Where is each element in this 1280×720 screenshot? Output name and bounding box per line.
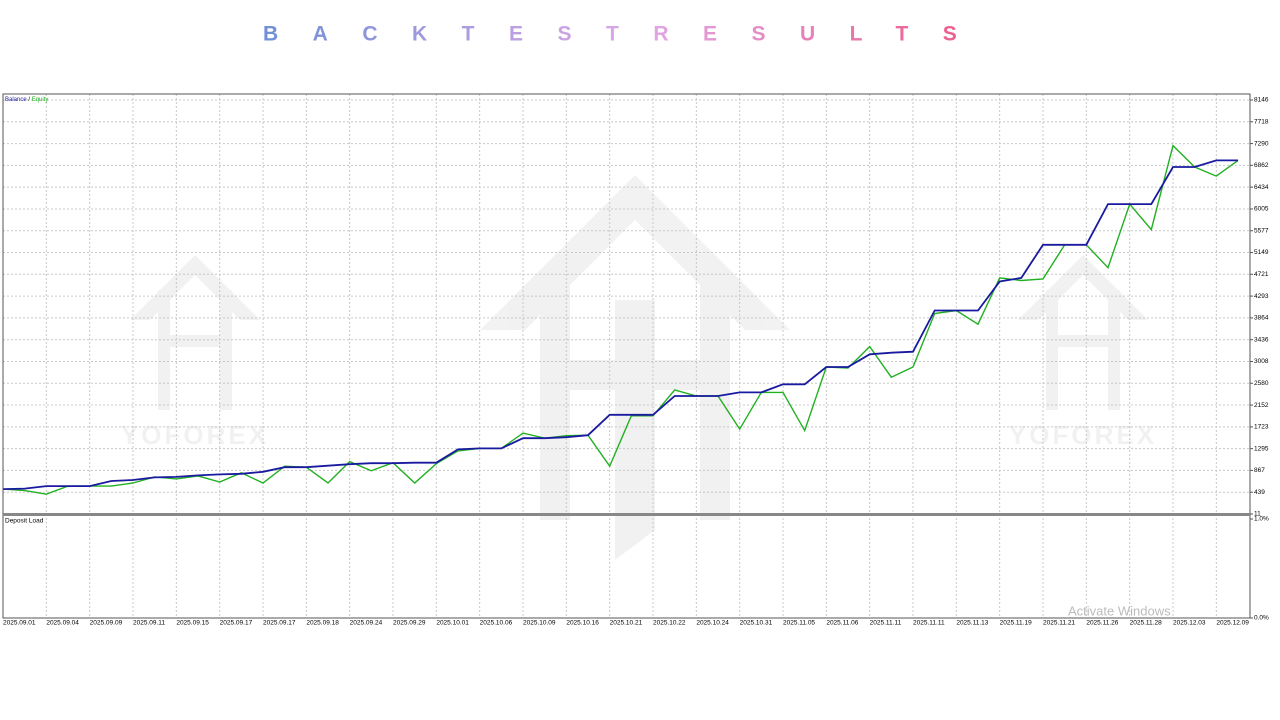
x-tick-label: 2025.11.13: [956, 620, 988, 627]
y-tick-label: 8146: [1254, 97, 1269, 104]
y-tick-label: 3008: [1254, 358, 1269, 365]
legend-entry: Equity: [32, 97, 49, 103]
x-tick-label: 2025.09.04: [46, 620, 79, 627]
legend-entry: Balance: [5, 97, 27, 103]
x-tick-label: 2025.12.03: [1173, 620, 1206, 627]
y-tick-label: 6005: [1254, 206, 1269, 213]
x-tick-label: 2025.10.22: [653, 620, 686, 627]
lines: [2, 144, 1239, 495]
x-tick-label: 2025.11.05: [783, 620, 815, 627]
x-tick-label: 2025.10.16: [566, 620, 599, 627]
frame: [2, 93, 1251, 619]
y-tick-label: 1295: [1254, 445, 1269, 452]
panel-divider: [3, 513, 1250, 516]
y-tick-label: 5577: [1254, 227, 1269, 234]
chart-title: BACKTESTRESULTS: [263, 23, 991, 46]
x-tick-label: 2025.09.17: [220, 620, 253, 627]
y-tick-label: 439: [1254, 489, 1265, 496]
x-tick-label: 2025.11.11: [913, 620, 945, 627]
logo-text: YOFOREX: [121, 420, 269, 450]
os-watermark: Activate Windows: [1068, 603, 1171, 618]
y-tick-label: 5149: [1254, 249, 1269, 256]
x-tick-label: 2025.11.19: [1000, 620, 1032, 627]
x-tick-label: 2025.11.11: [870, 620, 902, 627]
series-line: [2, 159, 1238, 490]
y-tick-label: 3436: [1254, 336, 1269, 343]
grid: [2, 94, 1250, 618]
x-tick-label: 2025.12.09: [1216, 620, 1249, 627]
x-tick-label: 2025.11.26: [1086, 620, 1118, 627]
x-tick-label: 2025.10.06: [480, 620, 513, 627]
y-tick-label: 6434: [1254, 184, 1269, 191]
y-tick-label: 6862: [1254, 162, 1269, 169]
x-tick-label: 2025.09.24: [350, 620, 383, 627]
y-tick-label: 2580: [1254, 380, 1269, 387]
y-tick-label: 4721: [1254, 271, 1269, 278]
series-line: [2, 144, 1239, 495]
y-tick-label: 1723: [1254, 424, 1269, 431]
x-tick-label: 2025.09.17: [263, 620, 296, 627]
logo-watermark: [130, 175, 1148, 560]
x-tick-label: 2025.10.24: [696, 620, 729, 627]
y-tick-label: 1.0%: [1254, 516, 1269, 523]
x-tick-label: 2025.11.21: [1043, 620, 1075, 627]
x-tick-label: 2025.09.01: [3, 620, 36, 627]
x-tick-label: 2025.09.09: [90, 620, 123, 627]
y-tick-label: 4293: [1254, 293, 1269, 300]
x-tick-label: 2025.09.11: [133, 620, 165, 627]
x-tick-label: 2025.09.15: [176, 620, 209, 627]
x-tick-label: 2025.10.21: [610, 620, 643, 627]
x-tick-label: 2025.10.09: [523, 620, 556, 627]
y-tick-label: 11: [1254, 511, 1261, 518]
y-tick-label: 7290: [1254, 140, 1269, 147]
y-tick-label: 7718: [1254, 119, 1269, 126]
y-tick-label: 867: [1254, 467, 1265, 474]
logo-text: YOFOREX: [1009, 420, 1157, 450]
x-tick-label: 2025.09.18: [306, 620, 339, 627]
panel-label: Deposit Load: [5, 518, 44, 525]
y-tick-label: 2152: [1254, 402, 1269, 409]
x-tick-label: 2025.09.29: [393, 620, 426, 627]
x-tick-label: 2025.11.28: [1130, 620, 1162, 627]
x-tick-label: 2025.10.01: [436, 620, 469, 627]
legend: Balance / Equity: [5, 97, 48, 103]
y-tick-label: 3864: [1254, 315, 1269, 322]
y-tick-label: 0.0%: [1254, 615, 1269, 622]
legend-separator: /: [27, 97, 32, 103]
x-tick-label: 2025.10.31: [740, 620, 773, 627]
x-tick-label: 2025.11.06: [826, 620, 858, 627]
